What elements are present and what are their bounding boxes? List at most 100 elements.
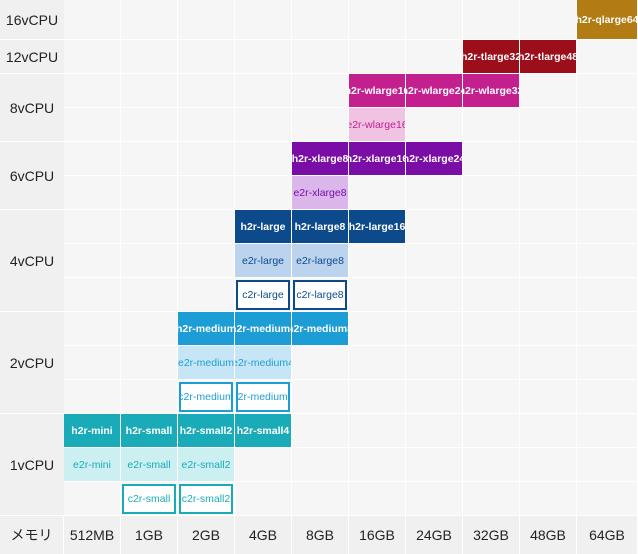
grid-cell xyxy=(406,40,463,74)
instance-tile-e2r-large8: e2r-large8 xyxy=(292,244,348,277)
row-label-6vcpu: 6vCPU xyxy=(0,142,64,210)
instance-tile-e2r-medium4: e2r-medium4 xyxy=(235,346,291,379)
row-label-1vcpu: 1vCPU xyxy=(0,414,64,516)
instance-tile-h2r-xlarge16: h2r-xlarge16 xyxy=(349,142,405,175)
grid-cell xyxy=(349,0,406,40)
grid-cell xyxy=(292,108,349,142)
instance-tile-h2r-large: h2r-large xyxy=(235,210,291,243)
grid-cell xyxy=(406,176,463,210)
instance-tile-h2r-small4: h2r-small4 xyxy=(235,414,291,447)
column-label-8gb: 8GB xyxy=(292,516,349,554)
column-label-4gb: 4GB xyxy=(235,516,292,554)
grid-cell xyxy=(463,210,520,244)
grid-cell xyxy=(406,312,463,346)
grid-cell xyxy=(520,448,577,482)
grid-cell xyxy=(520,278,577,312)
instance-tile-h2r-xlarge8: h2r-xlarge8 xyxy=(292,142,348,175)
grid-cell xyxy=(64,312,121,346)
grid-cell xyxy=(235,176,292,210)
grid-cell xyxy=(577,380,638,414)
instance-tile-e2r-mini: e2r-mini xyxy=(64,448,120,481)
grid-cell xyxy=(235,40,292,74)
grid-cell xyxy=(406,482,463,516)
x-axis-title: メモリ xyxy=(0,516,64,554)
instance-tile-e2r-wlarge16: e2r-wlarge16 xyxy=(349,108,405,141)
grid-cell xyxy=(235,0,292,40)
grid-cell xyxy=(577,176,638,210)
grid-cell xyxy=(577,312,638,346)
grid-cell xyxy=(520,74,577,108)
grid-cell xyxy=(64,380,121,414)
grid-cell xyxy=(121,108,178,142)
grid-cell xyxy=(406,278,463,312)
grid-cell xyxy=(349,244,406,278)
grid-cell xyxy=(64,108,121,142)
row-label-8vcpu: 8vCPU xyxy=(0,74,64,142)
grid-cell xyxy=(577,448,638,482)
grid-cell xyxy=(178,210,235,244)
column-label-64gb: 64GB xyxy=(577,516,638,554)
grid-cell xyxy=(577,244,638,278)
grid-cell xyxy=(520,0,577,40)
row-label-2vcpu: 2vCPU xyxy=(0,312,64,414)
column-label-48gb: 48GB xyxy=(520,516,577,554)
instance-tile-h2r-tlarge32: h2r-tlarge32 xyxy=(463,40,519,73)
grid-cell xyxy=(121,0,178,40)
row-label-4vcpu: 4vCPU xyxy=(0,210,64,312)
grid-cell xyxy=(349,40,406,74)
grid-cell xyxy=(178,108,235,142)
grid-cell xyxy=(520,346,577,380)
instance-tile-h2r-medium: h2r-medium xyxy=(178,312,234,345)
instance-tile-e2r-small2: e2r-small2 xyxy=(178,448,234,481)
grid-cell xyxy=(463,176,520,210)
grid-cell xyxy=(178,0,235,40)
grid-cell xyxy=(292,0,349,40)
grid-cell xyxy=(235,142,292,176)
instance-tile-h2r-large16: h2r-large16 xyxy=(349,210,405,243)
grid-cell xyxy=(406,380,463,414)
grid-cell xyxy=(520,244,577,278)
instance-tile-c2r-large8: c2r-large8 xyxy=(293,280,347,310)
column-label-2gb: 2GB xyxy=(178,516,235,554)
grid-cell xyxy=(349,414,406,448)
grid-cell xyxy=(463,448,520,482)
grid-cell xyxy=(121,176,178,210)
instance-tile-c2r-small: c2r-small xyxy=(122,484,176,514)
grid-cell xyxy=(577,108,638,142)
grid-cell xyxy=(520,380,577,414)
grid-cell xyxy=(64,346,121,380)
grid-cell xyxy=(235,448,292,482)
grid-cell xyxy=(178,40,235,74)
instance-tile-h2r-large8: h2r-large8 xyxy=(292,210,348,243)
grid-cell xyxy=(577,40,638,74)
grid-cell xyxy=(463,346,520,380)
grid-cell xyxy=(178,278,235,312)
grid-cell xyxy=(577,346,638,380)
instance-tile-h2r-medium4: h2r-medium4 xyxy=(235,312,291,345)
grid-cell xyxy=(406,210,463,244)
grid-cell xyxy=(64,142,121,176)
instance-tile-c2r-small2: c2r-small2 xyxy=(179,484,233,514)
instance-tile-e2r-xlarge8: e2r-xlarge8 xyxy=(292,176,348,209)
instance-tile-h2r-medium8: h2r-medium8 xyxy=(292,312,348,345)
column-label-1gb: 1GB xyxy=(121,516,178,554)
grid-cell xyxy=(121,142,178,176)
row-label-12vcpu: 12vCPU xyxy=(0,40,64,74)
row-label-16vcpu: 16vCPU xyxy=(0,0,64,40)
grid-cell xyxy=(463,414,520,448)
grid-cell xyxy=(349,448,406,482)
grid-cell xyxy=(349,176,406,210)
grid-cell xyxy=(463,142,520,176)
grid-cell xyxy=(64,482,121,516)
grid-cell xyxy=(178,244,235,278)
grid-cell xyxy=(406,244,463,278)
instance-tile-h2r-qlarge64: h2r-qlarge64 xyxy=(577,0,637,39)
grid-cell xyxy=(121,244,178,278)
grid-cell xyxy=(577,74,638,108)
instance-tile-h2r-wlarge32: h2r-wlarge32 xyxy=(463,74,519,107)
instance-tile-c2r-large: c2r-large xyxy=(236,280,290,310)
column-label-16gb: 16GB xyxy=(349,516,406,554)
grid-cell xyxy=(577,142,638,176)
instance-tile-c2r-medium: c2r-medium xyxy=(179,382,233,412)
